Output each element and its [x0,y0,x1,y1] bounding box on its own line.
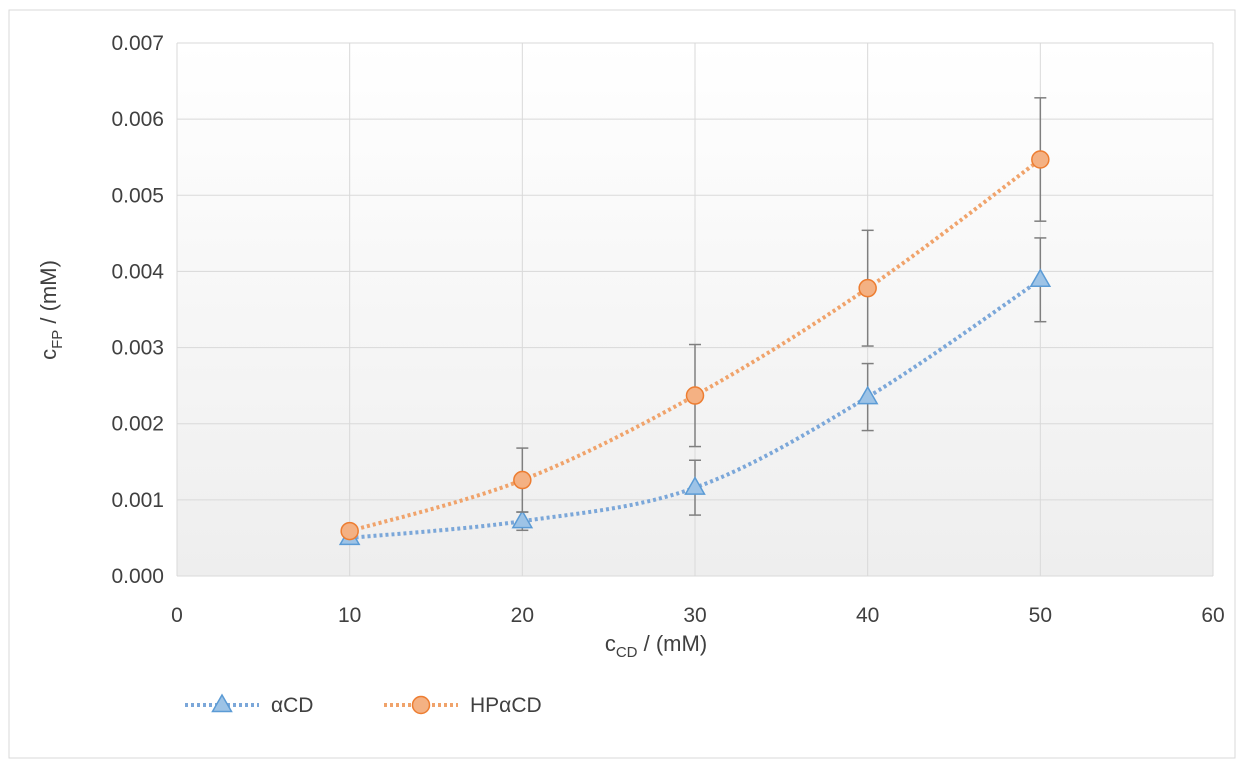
x-tick-label: 20 [511,604,534,627]
y-tick-label: 0.003 [111,337,164,360]
x-tick-labels: 0 10 20 30 40 50 60 [171,604,1225,627]
x-tick-label: 0 [171,604,183,627]
data-point [411,695,431,715]
series-layer [338,97,1052,546]
data-point [211,693,233,713]
data-point [856,385,879,405]
data-point [1029,268,1052,288]
series-2 [340,97,1050,541]
y-tick-label: 0.002 [111,413,164,436]
data-point [858,278,877,298]
x-tick-label: 60 [1201,604,1224,627]
series-1 [338,237,1052,546]
data-point [511,509,534,529]
x-tick-label: 10 [338,604,361,627]
legend-item-2: HPαCD [384,694,542,717]
y-tick-label: 0.001 [111,489,164,512]
data-point [513,470,532,490]
data-point [1031,150,1050,169]
y-tick-label: 0.006 [111,108,164,131]
legend-label: HPαCD [470,694,542,717]
x-axis-title: cCD / (mM) [605,631,707,661]
legend: αCD HPαCD [185,693,542,717]
x-tick-label: 50 [1029,604,1052,627]
data-point [685,386,705,405]
y-tick-labels: 0.000 0.001 0.002 0.003 0.004 0.005 0.006 0.007 [111,32,164,588]
y-axis-title: cFP / (mM) [36,260,66,360]
x-tick-label: 40 [856,604,879,627]
legend-label: αCD [271,694,313,717]
gridlines [176,42,1214,577]
y-tick-label: 0.004 [111,260,164,283]
x-tick-label: 30 [683,604,706,627]
data-point [684,476,706,495]
data-point [340,521,359,541]
legend-item-1: αCD [185,693,313,717]
y-tick-label: 0.005 [111,184,164,207]
y-tick-label: 0.007 [111,32,164,55]
y-tick-label: 0.000 [111,565,164,588]
